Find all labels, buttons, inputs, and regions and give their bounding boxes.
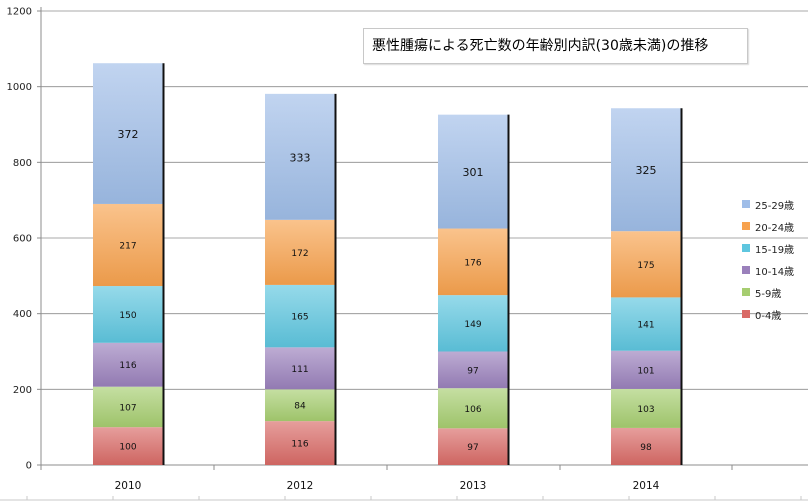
legend-label: 0-4歳 bbox=[755, 310, 782, 322]
bar-segment bbox=[611, 231, 681, 298]
bar-segment bbox=[265, 93, 335, 220]
bar-segment bbox=[438, 351, 508, 389]
legend-swatch bbox=[742, 266, 750, 274]
legend-swatch bbox=[742, 222, 750, 230]
bar-segment bbox=[93, 386, 163, 428]
legend-swatch bbox=[742, 288, 750, 296]
legend-item: 5-9歳 bbox=[742, 281, 808, 303]
data-label: 97 bbox=[467, 443, 478, 453]
bar-segment bbox=[611, 427, 681, 465]
legend-swatch bbox=[742, 200, 750, 208]
bar-segment bbox=[438, 388, 508, 429]
data-label: 111 bbox=[291, 365, 308, 375]
data-label: 98 bbox=[640, 443, 652, 453]
data-label: 333 bbox=[290, 151, 311, 164]
bar-segment bbox=[611, 350, 681, 389]
y-tick-label: 0 bbox=[26, 461, 32, 472]
y-tick-label: 600 bbox=[13, 234, 32, 245]
legend-label: 5-9歳 bbox=[755, 288, 782, 300]
data-label: 372 bbox=[118, 128, 139, 141]
data-label: 301 bbox=[463, 166, 484, 179]
legend-item: 10-14歳 bbox=[742, 259, 808, 281]
data-label: 149 bbox=[464, 320, 481, 330]
x-tick-label: 2012 bbox=[287, 480, 314, 492]
y-tick-label: 1000 bbox=[7, 82, 32, 93]
y-tick-label: 200 bbox=[13, 385, 32, 396]
legend-item: 20-24歳 bbox=[742, 215, 808, 237]
data-label: 175 bbox=[637, 261, 654, 271]
data-label: 84 bbox=[294, 402, 306, 412]
bar-segment bbox=[93, 203, 163, 287]
axis-layer: 0 200 400 600 800 1000 1200 bbox=[0, 7, 808, 501]
bar-segment bbox=[93, 427, 163, 465]
chart-title: 悪性腫瘍による死亡数の年齢別内訳(30歳未満)の推移 bbox=[363, 28, 748, 64]
bar-segment bbox=[265, 389, 335, 422]
bar-segment bbox=[438, 428, 508, 465]
legend-label: 25-29歳 bbox=[755, 200, 795, 212]
labels-layer: 2010 2012 2013 2014 100 107 116 150 217 372 116 84 1… bbox=[115, 128, 660, 492]
y-tick-label: 400 bbox=[13, 309, 32, 320]
y-tick-label: 1200 bbox=[7, 7, 32, 18]
legend-item: 25-29歳 bbox=[742, 193, 808, 215]
x-tick-label: 2013 bbox=[460, 480, 487, 492]
legend-item: 15-19歳 bbox=[742, 237, 808, 259]
data-label: 106 bbox=[464, 405, 481, 415]
bar-segment bbox=[438, 228, 508, 296]
legend-swatch bbox=[742, 310, 750, 318]
legend-label: 20-24歳 bbox=[755, 222, 795, 234]
y-tick-label: 800 bbox=[13, 158, 32, 169]
data-label: 103 bbox=[637, 405, 654, 415]
data-label: 176 bbox=[464, 258, 481, 268]
bar-segment bbox=[611, 108, 681, 232]
data-label: 116 bbox=[119, 361, 136, 371]
bar-segment bbox=[93, 342, 163, 387]
data-label: 172 bbox=[291, 249, 308, 259]
bar-segment bbox=[611, 388, 681, 428]
bar-segment bbox=[265, 284, 335, 348]
legend-label: 15-19歳 bbox=[755, 244, 795, 256]
x-tick-label: 2014 bbox=[633, 480, 660, 492]
data-label: 97 bbox=[467, 366, 478, 376]
bar-segment bbox=[93, 63, 163, 204]
bar-segment bbox=[438, 114, 508, 229]
bars-layer bbox=[93, 63, 683, 465]
bar-segment bbox=[265, 421, 335, 465]
data-label: 217 bbox=[119, 241, 136, 251]
data-label: 150 bbox=[119, 311, 136, 321]
data-label: 141 bbox=[637, 321, 654, 331]
bar-segment bbox=[265, 219, 335, 285]
bar-segment bbox=[438, 295, 508, 352]
bar-segment bbox=[93, 286, 163, 343]
data-label: 325 bbox=[636, 164, 657, 177]
data-label: 116 bbox=[291, 440, 308, 450]
chart-legend: 25-29歳 20-24歳 15-19歳 10-14歳 5-9歳 0-4歳 bbox=[742, 193, 808, 325]
bar-segment bbox=[265, 347, 335, 390]
data-label: 100 bbox=[119, 443, 136, 453]
legend-item: 0-4歳 bbox=[742, 303, 808, 325]
x-tick-label: 2010 bbox=[115, 480, 142, 492]
bar-segment bbox=[611, 297, 681, 351]
data-label: 107 bbox=[119, 403, 136, 413]
data-label: 165 bbox=[291, 313, 308, 323]
data-label: 101 bbox=[637, 366, 654, 376]
legend-swatch bbox=[742, 244, 750, 252]
legend-label: 10-14歳 bbox=[755, 266, 795, 278]
